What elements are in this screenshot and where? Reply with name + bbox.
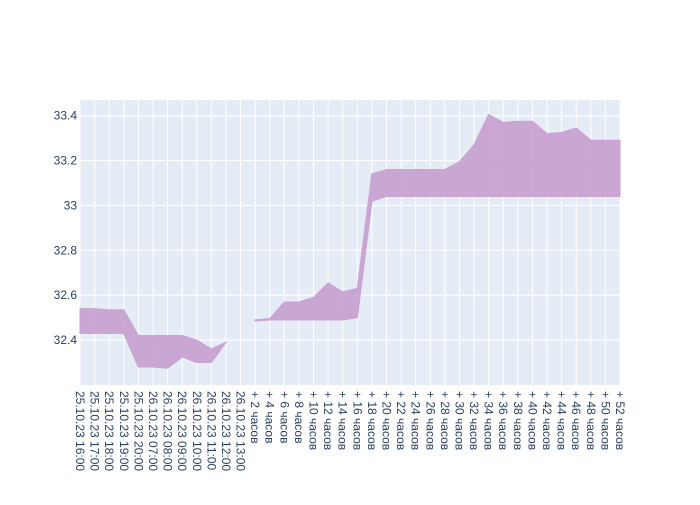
x-axis-tick-labels: 25.10.23 16:00 25.10.23 17:00 25.10.23 18:…	[73, 391, 627, 471]
x-tick-label: + 8 часов	[292, 391, 306, 443]
x-tick-label: + 16 часов	[350, 391, 364, 450]
y-tick-label: 32.6	[54, 288, 78, 302]
x-tick-label: + 4 часов	[263, 391, 277, 443]
y-tick-label: 33.4	[54, 109, 78, 123]
x-tick-label: + 50 часов	[598, 391, 612, 450]
x-tick-label: + 24 часов	[409, 391, 423, 450]
x-tick-label: + 46 часов	[569, 391, 583, 450]
lower-bound-line	[80, 332, 227, 369]
x-tick-label: 25.10.23 18:00	[102, 391, 116, 471]
x-tick-label: + 14 часов	[336, 391, 350, 450]
x-tick-label: 26.10.23 07:00	[146, 391, 160, 471]
lower-bound-line	[255, 196, 620, 322]
x-tick-label: + 18 часов	[365, 391, 379, 450]
x-tick-label: 26.10.23 09:00	[175, 391, 189, 471]
x-tick-label: + 30 часов	[452, 391, 466, 450]
x-tick-label: 25.10.23 20:00	[131, 391, 145, 471]
x-tick-label: + 26 часов	[423, 391, 437, 450]
x-tick-label: + 12 часов	[321, 391, 335, 450]
y-tick-label: 33	[64, 198, 78, 212]
x-tick-label: + 44 часов	[555, 391, 569, 450]
y-tick-label: 32.8	[54, 243, 78, 257]
x-tick-label: 26.10.23 13:00	[234, 391, 248, 471]
upper-bound-line	[255, 113, 620, 321]
x-tick-label: + 6 часов	[277, 391, 291, 443]
x-tick-label: + 48 часов	[584, 391, 598, 450]
x-tick-label: + 28 часов	[438, 391, 452, 450]
x-tick-label: 26.10.23 11:00	[204, 391, 218, 471]
x-tick-label: + 34 часов	[482, 391, 496, 450]
range-area	[79, 113, 621, 369]
x-tick-label: + 32 часов	[467, 391, 481, 450]
x-tick-label: 26.10.23 10:00	[190, 391, 204, 471]
y-axis-tick-labels: 32.4 32.6 32.8 33 33.2 33.4	[54, 109, 78, 347]
x-tick-label: 25.10.23 16:00	[73, 391, 87, 471]
y-tick-label: 32.4	[54, 333, 78, 347]
upper-bound-line	[80, 308, 227, 350]
x-tick-label: + 36 часов	[496, 391, 510, 450]
x-tick-label: + 20 часов	[379, 391, 393, 450]
x-tick-label: 25.10.23 17:00	[88, 391, 102, 471]
grid-lines	[79, 100, 621, 385]
x-tick-label: + 10 часов	[307, 391, 321, 450]
x-tick-label: + 40 часов	[525, 391, 539, 450]
x-tick-label: + 22 часов	[394, 391, 408, 450]
x-tick-label: + 42 часов	[540, 391, 554, 450]
x-tick-label: + 52 часов	[613, 391, 627, 450]
x-tick-label: 26.10.23 08:00	[161, 391, 175, 471]
x-tick-label: + 2 часов	[248, 391, 262, 443]
x-tick-label: 25.10.23 19:00	[117, 391, 131, 471]
x-tick-label: 26.10.23 12:00	[219, 391, 233, 471]
x-tick-label: + 38 часов	[511, 391, 525, 450]
y-tick-label: 33.2	[54, 154, 78, 168]
